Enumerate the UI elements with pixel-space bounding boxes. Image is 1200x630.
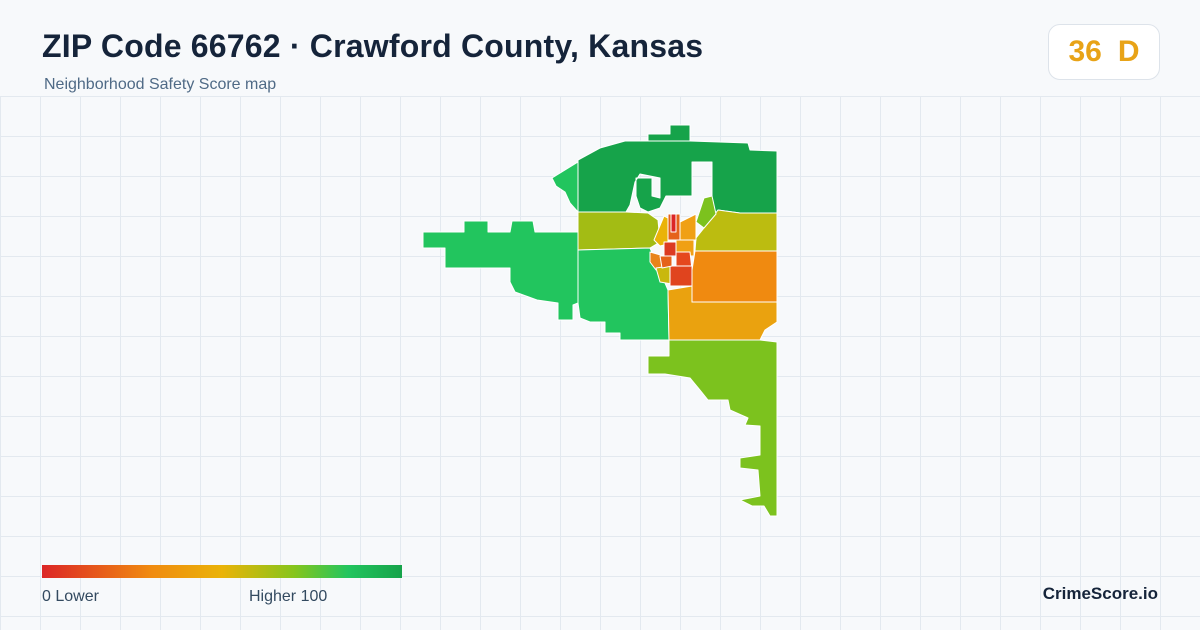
map-region-west <box>422 220 579 321</box>
legend-color-scale <box>42 565 402 578</box>
legend-high-label: Higher 100 <box>249 588 328 605</box>
safety-grade: D <box>1117 35 1140 68</box>
map-region-core-3 <box>679 213 697 241</box>
safety-score-badge: 36 D <box>1048 24 1160 80</box>
brand-logo-text: CrimeScore.io <box>1042 584 1158 603</box>
map-region-core-11 <box>659 255 673 269</box>
page-title: ZIP Code 66762 · Crawford County, Kansas <box>42 28 704 64</box>
map-region-core-4 <box>653 215 669 247</box>
page-subtitle: Neighborhood Safety Score map <box>44 76 277 93</box>
map-region-core-2 <box>670 213 677 233</box>
map-region-south <box>647 339 778 517</box>
map-region-north-nub <box>647 124 691 142</box>
legend-low-label: 0 Lower <box>42 588 99 605</box>
safety-score-value: 36 <box>1068 35 1102 68</box>
map-region-east <box>691 250 778 303</box>
map-region-green-wedge <box>695 195 717 229</box>
map-region-north <box>577 140 778 219</box>
map-region-northwest-notch <box>551 161 579 213</box>
map-region-core-5 <box>663 241 677 257</box>
map-region-north-central <box>577 211 661 251</box>
map-region-core-10 <box>669 265 693 287</box>
